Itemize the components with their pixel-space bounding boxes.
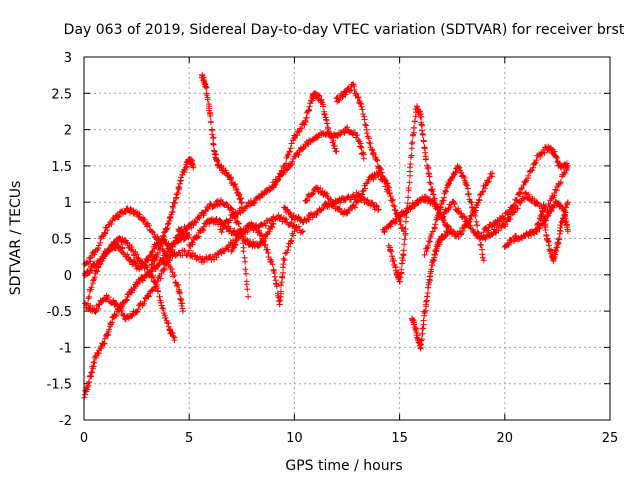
plus-markers xyxy=(175,197,252,300)
plus-markers xyxy=(270,90,340,191)
x-tick-label: 15 xyxy=(391,431,408,446)
plus-markers xyxy=(148,156,197,269)
y-tick-label: -1 xyxy=(59,341,72,356)
plus-markers xyxy=(421,163,487,264)
y-tick-label: 2 xyxy=(64,124,72,139)
sat-track-16 xyxy=(281,189,382,226)
x-tick-label: 5 xyxy=(185,431,193,446)
y-tick-label: 1 xyxy=(64,196,72,211)
plus-markers xyxy=(379,170,496,240)
plus-markers xyxy=(409,228,451,352)
plus-markers xyxy=(217,124,367,236)
sat-track-6 xyxy=(148,156,197,269)
x-tick-label: 25 xyxy=(602,431,619,446)
chart-title: Day 063 of 2019, Sidereal Day-to-day VTE… xyxy=(64,22,625,38)
y-axis-title: SDTVAR / TECUs xyxy=(8,181,24,296)
x-tick-label: 10 xyxy=(286,431,303,446)
sat-track-19 xyxy=(409,228,451,352)
y-tick-label: 3 xyxy=(64,51,72,66)
sat-track-20 xyxy=(421,163,487,264)
sat-track-18 xyxy=(379,170,496,240)
plus-markers xyxy=(533,199,571,264)
plot-border xyxy=(83,56,611,421)
plus-markers xyxy=(385,103,441,285)
plus-markers xyxy=(480,143,571,236)
plus-markers xyxy=(199,71,245,207)
plus-markers xyxy=(81,205,186,315)
plus-markers xyxy=(438,162,571,242)
grid-lines xyxy=(84,57,610,420)
sat-track-22 xyxy=(480,143,571,236)
x-axis-title: GPS time / hours xyxy=(285,458,402,474)
y-tick-label: 0 xyxy=(64,269,72,284)
sat-track-11 xyxy=(217,124,367,236)
y-tick-label: 2.5 xyxy=(51,87,72,102)
y-tick-label: -1.5 xyxy=(47,378,72,393)
sat-track-17 xyxy=(385,103,441,285)
x-tick-label: 0 xyxy=(80,431,88,446)
sat-track-8 xyxy=(199,71,245,207)
y-tick-label: -2 xyxy=(59,414,72,429)
sat-track-21 xyxy=(438,162,571,242)
data-points xyxy=(81,71,571,401)
sat-track-10 xyxy=(175,197,252,300)
sat-track-4 xyxy=(81,205,186,315)
x-tick-label: 20 xyxy=(497,431,514,446)
sat-track-12 xyxy=(228,220,298,308)
tick-labels: 0 5 10 15 20 25 -2 -1.5 -1 -0.5 0 0.5 1 1.5 2 2.5 3 xyxy=(47,51,619,446)
plus-markers xyxy=(228,220,298,308)
sat-track-24 xyxy=(533,199,571,264)
sat-track-13 xyxy=(270,90,340,191)
y-tick-label: 0.5 xyxy=(51,233,72,248)
plus-markers xyxy=(281,189,382,226)
y-tick-label: -0.5 xyxy=(47,305,72,320)
y-tick-label: 1.5 xyxy=(51,160,72,175)
